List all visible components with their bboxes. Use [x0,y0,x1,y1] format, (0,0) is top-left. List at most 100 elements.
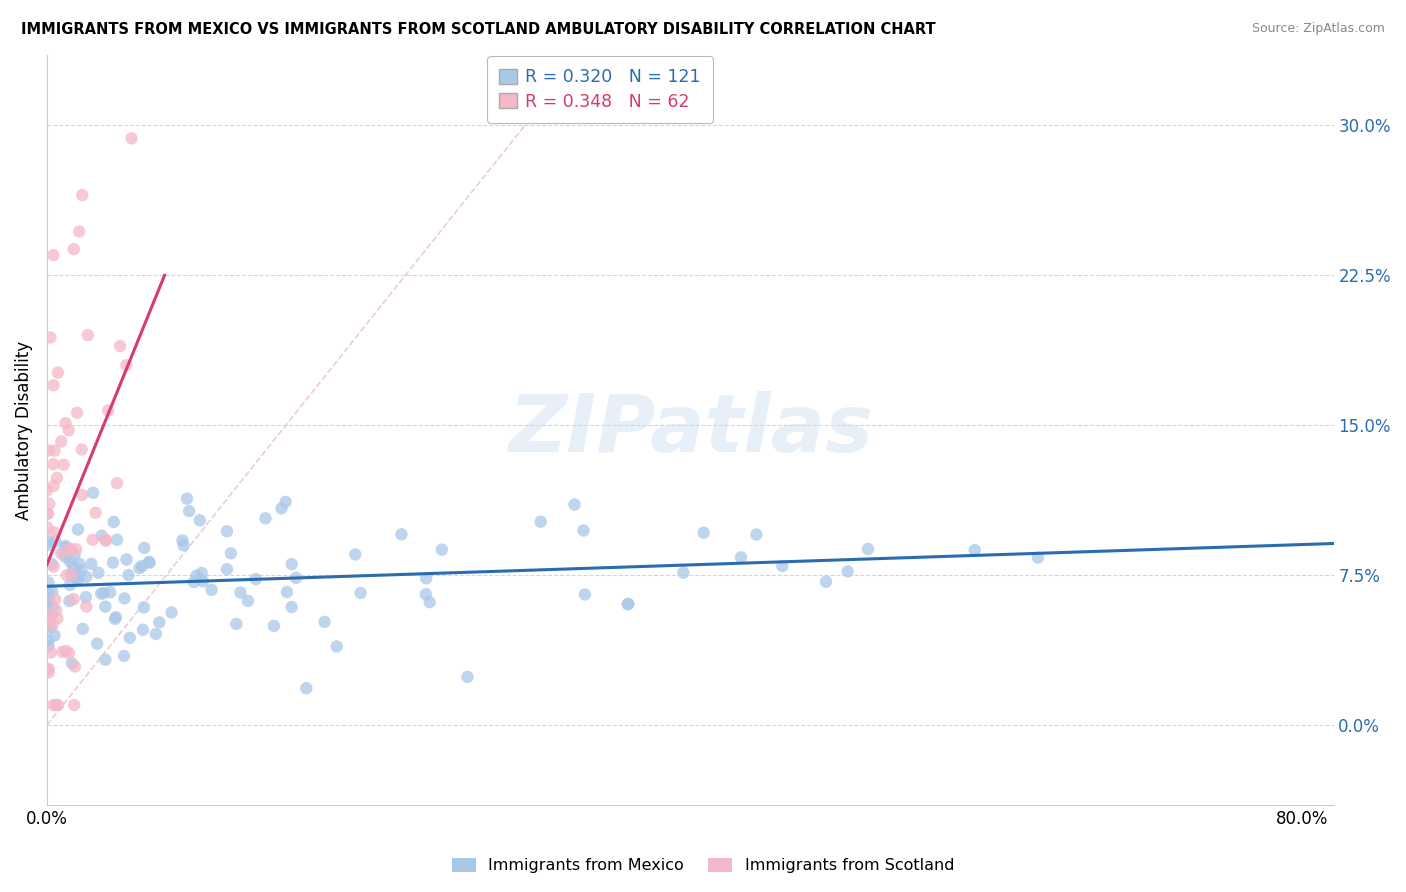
Point [75,590,97,604]
Point [574,587,596,601]
Point [415,571,437,585]
Point [62,592,84,607]
Point [35,663,58,677]
Point [160,606,183,620]
Point [58,594,80,608]
Point [172,533,194,548]
Point [38,608,60,623]
Point [37,639,59,653]
Point [45,603,67,617]
Point [276,585,298,599]
Point [66,523,89,537]
Point [37,507,59,521]
Point [39,330,62,344]
Point [344,548,367,562]
Point [44,534,66,549]
Point [66,406,89,420]
Point [39,645,62,659]
Point [37,594,59,608]
Point [138,556,160,570]
Point [94,533,117,548]
Point [117,568,139,582]
Point [42,698,65,712]
Point [58,646,80,660]
Point [60,657,83,671]
Point [270,501,292,516]
Point [66,567,89,582]
Point [37,443,59,458]
Point [42,524,65,539]
Point [42,248,65,262]
Point [98,585,121,599]
Point [148,615,170,630]
Point [70,488,93,502]
Point [190,566,212,580]
Point [35,483,58,498]
Point [55,541,77,555]
Point [131,559,153,574]
Point [692,525,714,540]
Point [42,479,65,493]
Point [42,378,65,392]
Point [173,538,195,552]
Point [90,587,112,601]
Point [41,557,63,571]
Point [53,539,76,553]
Point [572,524,595,538]
Point [82,485,104,500]
Point [51,434,73,449]
Point [60,543,83,558]
Point [37,534,59,549]
Point [38,609,60,624]
Point [263,619,285,633]
Point [49,546,72,560]
Point [46,611,69,625]
Point [44,592,66,607]
Point [59,578,82,592]
Legend: Immigrants from Mexico, Immigrants from Scotland: Immigrants from Mexico, Immigrants from … [446,851,960,880]
Point [285,571,308,585]
Point [138,555,160,569]
Text: ZIPatlas: ZIPatlas [508,391,873,469]
Point [44,628,66,642]
Point [104,612,127,626]
Y-axis label: Ambulatory Disability: Ambulatory Disability [15,341,32,520]
Point [114,591,136,606]
Point [183,574,205,589]
Point [86,637,108,651]
Point [52,458,75,472]
Point [63,698,86,712]
Point [39,621,62,635]
Point [280,557,302,571]
Point [616,597,638,611]
Point [80,557,103,571]
Point [200,582,222,597]
Point [60,567,83,582]
Point [63,659,86,673]
Point [45,698,67,712]
Point [274,495,297,509]
Point [430,542,453,557]
Point [42,457,65,471]
Point [38,587,60,601]
Point [325,640,347,654]
Point [87,566,110,580]
Point [41,607,63,622]
Point [108,339,131,353]
Point [66,571,89,585]
Point [44,443,66,458]
Point [59,541,82,556]
Point [55,416,77,430]
Point [128,561,150,575]
Point [115,552,138,566]
Point [617,597,640,611]
Point [101,556,124,570]
Point [37,597,59,611]
Point [456,670,478,684]
Point [70,563,93,577]
Point [103,515,125,529]
Point [67,225,90,239]
Point [37,507,59,521]
Point [94,533,117,547]
Point [45,471,67,485]
